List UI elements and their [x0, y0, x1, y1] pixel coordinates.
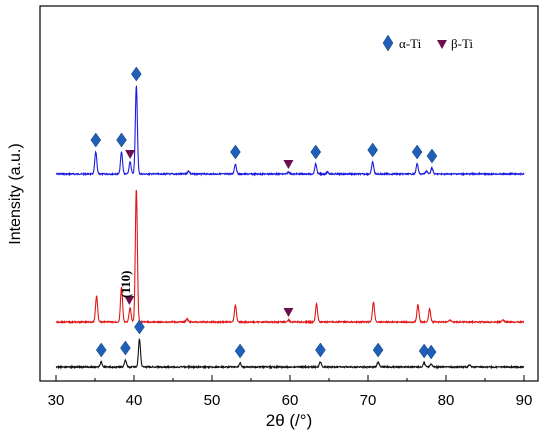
series-line-top — [55, 84, 525, 177]
beta-ti-marker-middle-0 — [124, 296, 135, 305]
beta-ti-marker-middle-1 — [283, 308, 294, 317]
beta-ti-marker-top-1 — [283, 160, 294, 169]
alpha-ti-marker-bottom-7 — [425, 344, 437, 360]
legend-beta-triangle-icon — [437, 40, 447, 49]
plot-frame — [39, 5, 539, 382]
x-axis: 30 40 50 60 70 80 90 — [48, 375, 533, 409]
x-tick-label-30: 30 — [48, 392, 65, 409]
series-line-bottom — [55, 338, 525, 370]
alpha-ti-marker-top-7 — [426, 148, 438, 164]
legend-alpha-label: α-Ti — [399, 36, 422, 51]
x-axis-label: 2θ (/°) — [266, 411, 312, 430]
x-tick-label-50: 50 — [204, 392, 221, 409]
legend: α-Ti β-Ti — [382, 34, 473, 52]
legend-beta-label: β-Ti — [451, 36, 473, 51]
x-tick-label-70: 70 — [360, 392, 377, 409]
x-tick-label-80: 80 — [438, 392, 455, 409]
alpha-ti-marker-bottom-2 — [134, 319, 145, 335]
alpha-ti-marker-top-5 — [367, 142, 378, 158]
x-tick-label-60: 60 — [282, 392, 299, 409]
alpha-ti-marker-top-2 — [131, 66, 142, 82]
alpha-ti-marker-bottom-3 — [234, 343, 246, 359]
alpha-ti-marker-bottom-5 — [372, 342, 384, 358]
legend-alpha-diamond-icon — [382, 34, 394, 52]
alpha-ti-marker-bottom-1 — [120, 340, 131, 356]
beta-ti-marker-top-0 — [125, 150, 136, 159]
annotation-110: (110) — [118, 271, 133, 298]
alpha-ti-marker-top-3 — [230, 144, 241, 160]
alpha-ti-marker-top-4 — [310, 144, 322, 160]
x-tick-label-90: 90 — [516, 392, 533, 409]
series-line-middle — [55, 189, 525, 325]
alpha-ti-marker-top-6 — [411, 144, 423, 160]
x-tick-label-40: 40 — [126, 392, 143, 409]
series-layer — [55, 84, 525, 370]
alpha-ti-marker-top-0 — [90, 132, 102, 148]
alpha-ti-marker-bottom-6 — [418, 343, 430, 359]
y-axis-label: Intensity (a.u.) — [7, 143, 24, 244]
alpha-ti-marker-bottom-4 — [315, 342, 326, 358]
alpha-ti-marker-top-1 — [116, 132, 127, 148]
marker-layer — [90, 66, 438, 360]
alpha-ti-marker-bottom-0 — [95, 342, 107, 358]
